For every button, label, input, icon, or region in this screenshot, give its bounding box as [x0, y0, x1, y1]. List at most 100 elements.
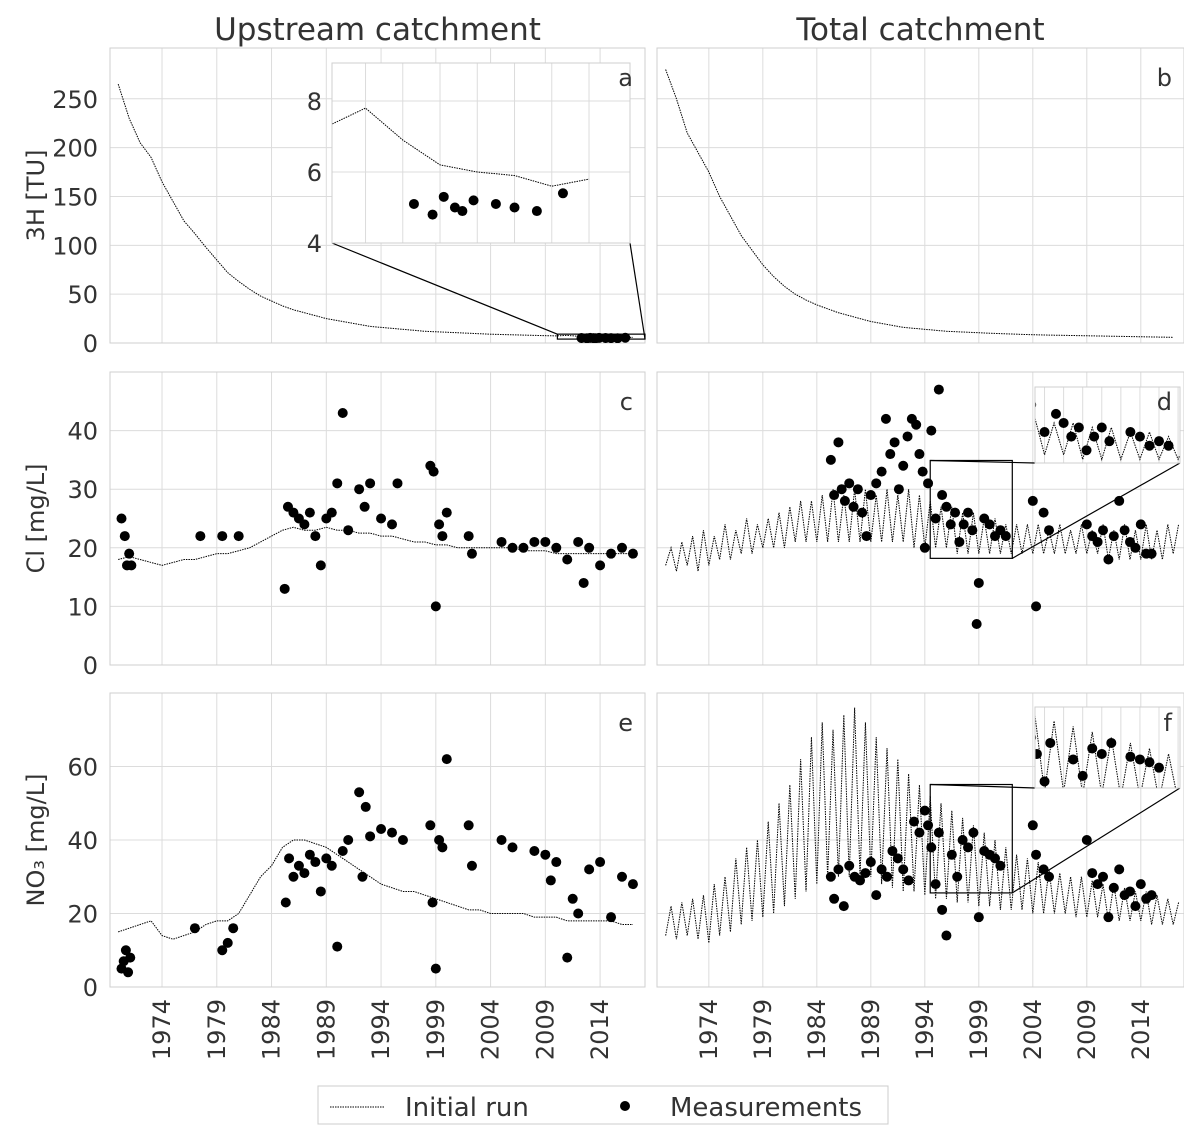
measurement-point	[627, 879, 638, 890]
panel: d	[656, 350, 1184, 666]
legend-label: Initial run	[405, 1093, 529, 1123]
measurement-point	[304, 849, 315, 860]
inset-area	[332, 63, 630, 243]
measurement-point	[952, 350, 962, 360]
measurement-point	[887, 846, 898, 857]
measurement-point	[299, 868, 310, 879]
measurement-point	[387, 827, 398, 838]
measurement-point	[507, 842, 518, 853]
panel: 0 20 40 60 1974 1979 1984 1989 1994 1999 2004 2009 2…	[22, 692, 646, 1060]
measurement-point	[1032, 359, 1042, 369]
panel-border	[656, 692, 1184, 988]
panel: 1974 1979 1984 1989 1994 1999 2004 2009 2014 f	[656, 692, 1184, 1060]
measurement-point	[354, 484, 365, 495]
measurement-point	[995, 860, 1006, 871]
measurement-point	[217, 945, 228, 956]
measurement-point	[463, 820, 474, 831]
measurement-point	[387, 519, 398, 530]
measurement-point	[567, 893, 578, 904]
measurement-point	[490, 198, 501, 209]
measurement-point	[911, 419, 922, 430]
measurement-point	[595, 857, 606, 868]
measurement-point	[1108, 531, 1119, 542]
panel-letter: a	[618, 64, 633, 92]
model-line	[665, 69, 1174, 338]
measurement-point	[557, 188, 568, 199]
panel: 0 50 100 150 200 250 Upstream catchment 3H [TU]…	[22, 12, 646, 358]
measurement-point	[509, 202, 520, 213]
measurement-point	[1154, 762, 1165, 773]
measurement-point	[998, 350, 1008, 360]
measurement-point	[926, 425, 937, 436]
measurement-point	[430, 601, 441, 612]
measurement-point	[930, 513, 941, 524]
inset-y-tick-label: 6	[307, 159, 322, 187]
y-tick-label: 200	[52, 135, 98, 163]
measurement-point	[343, 525, 354, 536]
measurement-point	[919, 805, 930, 816]
panel-letter: e	[618, 709, 633, 737]
measurement-point	[441, 507, 452, 518]
plot-series	[116, 408, 638, 612]
measurement-point	[946, 849, 957, 860]
measurement-point	[1096, 422, 1107, 433]
measurement-point	[437, 531, 448, 542]
measurement-point	[195, 531, 206, 542]
measurement-point	[923, 820, 934, 831]
measurement-point	[315, 560, 326, 571]
measurement-point	[529, 536, 540, 547]
measurement-point	[408, 198, 419, 209]
measurement-point	[326, 507, 337, 518]
plot-series	[665, 384, 1180, 629]
measurement-point	[1119, 525, 1130, 536]
measurement-point	[937, 490, 948, 501]
measurement-point	[882, 871, 893, 882]
measurement-point	[852, 484, 863, 495]
inset: 4 6 8	[307, 62, 631, 258]
zoom-connector	[331, 242, 558, 335]
measurement-point	[1114, 864, 1125, 875]
measurement-point	[941, 501, 952, 512]
measurement-point	[518, 542, 529, 553]
measurement-point	[284, 853, 295, 864]
measurement-point	[428, 466, 439, 477]
measurement-point	[833, 864, 844, 875]
measurement-point	[885, 449, 896, 460]
model-line	[117, 83, 633, 339]
plot-series	[116, 754, 638, 978]
measurement-point	[123, 967, 134, 978]
x-tick-label: 1984	[258, 999, 286, 1060]
y-tick-label: 0	[83, 330, 98, 358]
measurement-point	[1098, 525, 1109, 536]
measurement-point	[909, 816, 920, 827]
measurement-point	[612, 333, 623, 343]
x-tick-label: 1979	[749, 999, 777, 1060]
measurement-point	[1163, 440, 1174, 451]
measurement-point	[337, 408, 348, 419]
measurement-point	[1031, 849, 1042, 860]
inset-border	[331, 62, 631, 244]
measurement-point	[540, 536, 551, 547]
measurement-point	[288, 871, 299, 882]
legend-box	[317, 1085, 889, 1125]
measurement-point	[584, 542, 595, 553]
measurement-point	[430, 963, 441, 974]
panel-letter: d	[1157, 388, 1172, 416]
panel-letter: c	[620, 388, 633, 416]
measurement-point	[1027, 820, 1038, 831]
measurement-point	[880, 413, 891, 424]
measurement-point	[1073, 422, 1084, 433]
inset-series	[332, 107, 590, 220]
measurement-point	[293, 860, 304, 871]
y-tick-label: 40	[67, 827, 98, 855]
panel-border	[109, 371, 646, 666]
measurement-point	[1087, 743, 1098, 754]
measurement-point	[359, 501, 370, 512]
measurement-point	[496, 536, 507, 547]
measurement-point	[848, 501, 859, 512]
measurement-point	[545, 875, 556, 886]
measurement-point	[1005, 354, 1015, 364]
measurement-point	[357, 871, 368, 882]
inset-series	[1035, 715, 1177, 788]
